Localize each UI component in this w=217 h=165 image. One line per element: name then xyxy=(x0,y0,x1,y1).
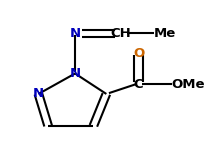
Text: N: N xyxy=(33,87,44,100)
Text: O: O xyxy=(133,47,144,60)
Text: Me: Me xyxy=(153,27,176,40)
Text: C: C xyxy=(134,78,143,91)
Text: N: N xyxy=(69,67,81,80)
Text: CH: CH xyxy=(110,27,131,40)
Text: OMe: OMe xyxy=(171,78,205,91)
Text: N: N xyxy=(69,27,81,40)
